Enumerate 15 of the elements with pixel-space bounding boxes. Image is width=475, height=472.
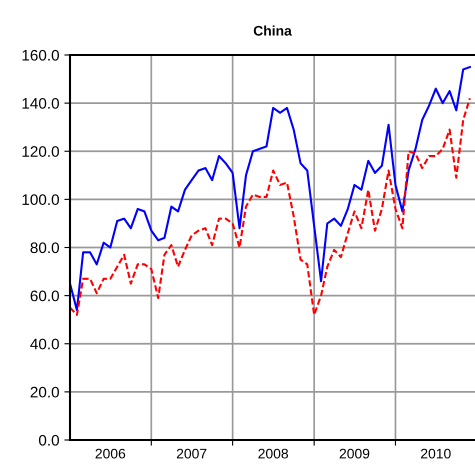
x-tick-label: 2007	[176, 448, 206, 459]
y-tick-label: 120.0	[22, 146, 59, 157]
x-tick-label: 2009	[340, 448, 370, 459]
y-tick-label: 100.0	[22, 194, 59, 206]
x-tick-label: 2010	[421, 448, 451, 459]
y-tick-label: 40.0	[30, 338, 59, 350]
y-tick-label: 160.0	[22, 50, 59, 61]
y-tick-label: 20.0	[30, 386, 59, 398]
x-tick-label: 2006	[96, 448, 126, 459]
y-tick-label: 0.0	[38, 434, 59, 446]
x-tick-label: 2008	[258, 448, 288, 459]
y-tick-label: 60.0	[30, 290, 59, 302]
y-tick-label: 80.0	[30, 242, 59, 254]
y-tick-label: 140.0	[22, 98, 59, 109]
chart-title: China	[254, 25, 292, 36]
